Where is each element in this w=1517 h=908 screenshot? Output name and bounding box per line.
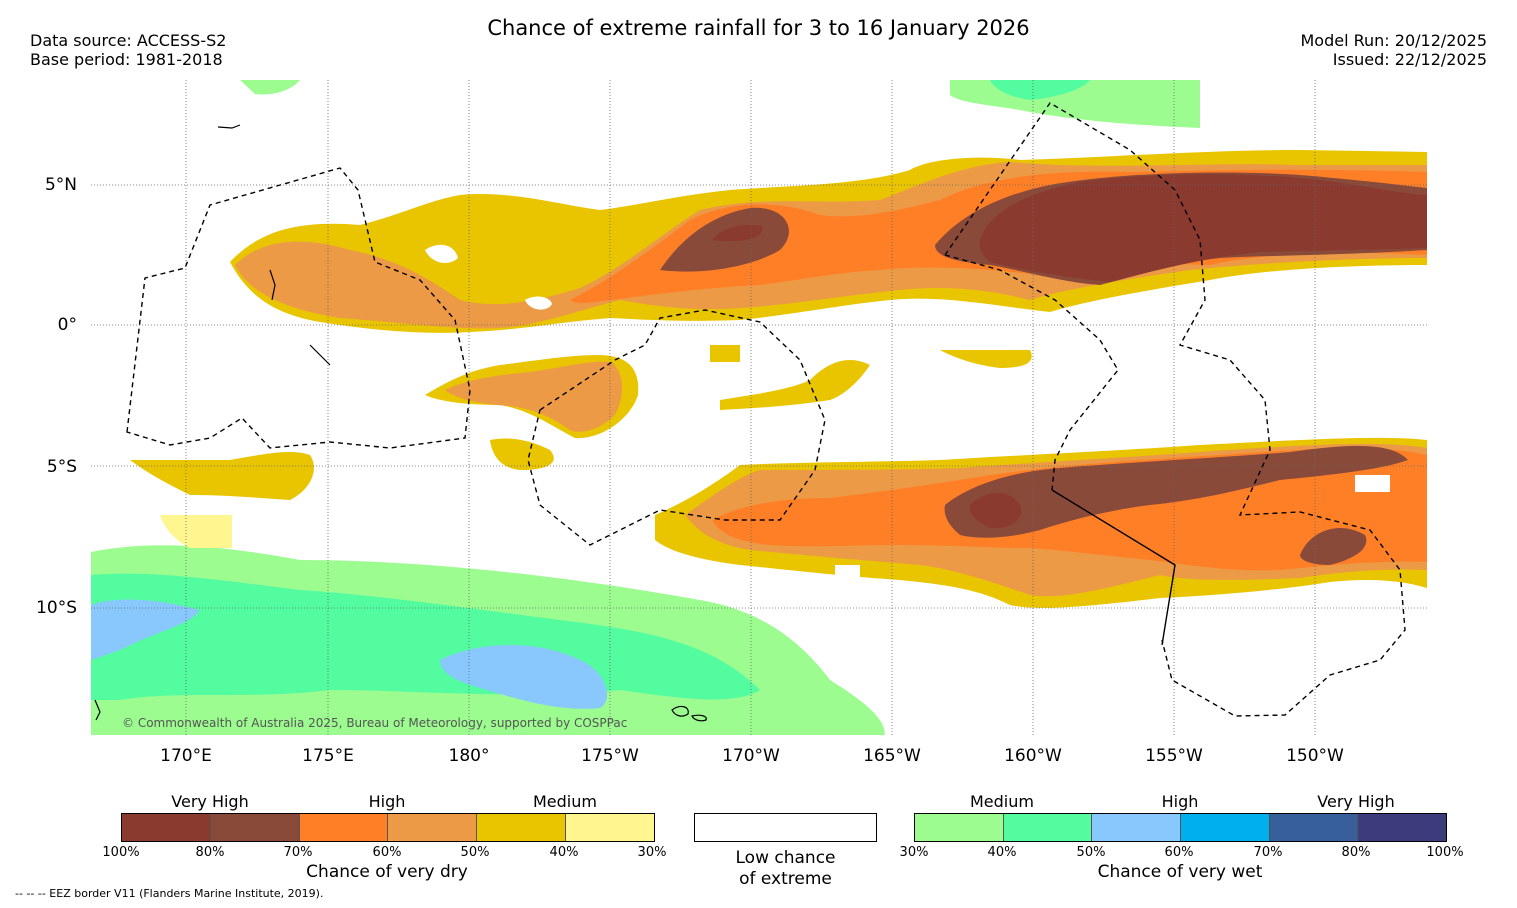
dry-70-south bbox=[944, 445, 1408, 565]
wet-swatch bbox=[1358, 814, 1447, 841]
wet-tick: 40% bbox=[987, 845, 1017, 860]
wet-swatch bbox=[1092, 814, 1182, 841]
lon-label: 175°E bbox=[302, 746, 354, 766]
dry-tick: 60% bbox=[372, 845, 402, 860]
issued-text: Issued: 22/12/2025 bbox=[1332, 50, 1487, 69]
wet-swatch bbox=[1181, 814, 1270, 841]
wet-tick: 80% bbox=[1341, 845, 1371, 860]
dry-80-south bbox=[969, 492, 1021, 529]
dry-40-east-mid bbox=[720, 360, 870, 410]
model-run-text: Model Run: 20/12/2025 bbox=[1300, 31, 1488, 50]
lon-label: 160°W bbox=[1004, 746, 1062, 766]
graticule bbox=[91, 80, 1427, 735]
hole-4 bbox=[835, 565, 860, 578]
dry-swatch bbox=[477, 814, 567, 841]
copyright-credit: © Commonwealth of Australia 2025, Bureau… bbox=[122, 716, 628, 730]
dry-swatch bbox=[122, 814, 211, 841]
wet-legend-title: Chance of very wet bbox=[1097, 862, 1263, 882]
dry-40-east-mid2 bbox=[490, 438, 554, 470]
hole-3 bbox=[1355, 475, 1390, 492]
wet-tick: 60% bbox=[1164, 845, 1194, 860]
dry-50-mid bbox=[445, 361, 623, 432]
lon-label: 165°W bbox=[863, 746, 921, 766]
dry-legend-heading: Medium bbox=[533, 792, 597, 811]
wet-medium-top-small bbox=[240, 80, 300, 95]
dry-legend-heading: High bbox=[368, 792, 406, 811]
wet-tick: 50% bbox=[1076, 845, 1106, 860]
lon-label: 175°W bbox=[581, 746, 639, 766]
wet-40-top bbox=[990, 80, 1090, 100]
lon-label: 155°W bbox=[1145, 746, 1203, 766]
dry-tick: 30% bbox=[637, 845, 667, 860]
dry-swatch bbox=[388, 814, 478, 841]
wet-legend-heading: Very High bbox=[1317, 792, 1395, 811]
wet-legend-heading: Medium bbox=[970, 792, 1034, 811]
wet-tick: 30% bbox=[899, 845, 929, 860]
dry-legend-title: Chance of very dry bbox=[306, 862, 468, 882]
dry-swatch bbox=[299, 814, 389, 841]
wet-50-area-2 bbox=[440, 645, 608, 709]
wet-swatch bbox=[915, 814, 1004, 841]
low-chance-swatch bbox=[694, 813, 877, 842]
dry-tick: 50% bbox=[460, 845, 490, 860]
dry-40-west bbox=[130, 452, 314, 500]
dry-color-bar bbox=[121, 813, 655, 842]
maritime-line bbox=[1051, 489, 1176, 646]
lat-label-5n: 5°N bbox=[44, 175, 77, 195]
wet-swatch bbox=[1269, 814, 1359, 841]
dry-80-north bbox=[979, 174, 1427, 282]
wet-color-bar bbox=[914, 813, 1447, 842]
data-source-text: Data source: ACCESS-S2 bbox=[30, 31, 227, 50]
eez-borders bbox=[126, 102, 1406, 717]
lon-label: 150°W bbox=[1286, 746, 1344, 766]
lat-label-0: 0° bbox=[57, 315, 77, 335]
base-period-text: Base period: 1981-2018 bbox=[30, 50, 223, 69]
dry-30-west bbox=[160, 515, 232, 548]
dry-tick: 40% bbox=[549, 845, 579, 860]
dry-40-mid3 bbox=[710, 345, 740, 362]
dry-legend-heading: Very High bbox=[171, 792, 249, 811]
lon-label: 170°W bbox=[722, 746, 780, 766]
eez-source-note: -- -- -- EEZ border V11 (Flanders Marine… bbox=[15, 887, 324, 900]
islands bbox=[94, 124, 707, 722]
hole-1 bbox=[525, 296, 552, 310]
wet-tick: 70% bbox=[1253, 845, 1283, 860]
dry-tick: 70% bbox=[283, 845, 313, 860]
lon-label: 170°E bbox=[160, 746, 212, 766]
dry-tick: 100% bbox=[102, 845, 140, 860]
dry-tick: 80% bbox=[195, 845, 225, 860]
dry-40-east-small bbox=[940, 350, 1032, 368]
wet-swatch bbox=[1003, 814, 1093, 841]
wet-legend-heading: High bbox=[1161, 792, 1199, 811]
low-chance-label-line1: Low chance bbox=[735, 848, 836, 868]
lat-label-10s: 10°S bbox=[36, 598, 77, 618]
wet-50-area bbox=[91, 599, 200, 660]
lat-label-5s: 5°S bbox=[46, 457, 77, 477]
dry-swatch bbox=[566, 814, 654, 841]
dry-80-north-2 bbox=[712, 224, 763, 242]
hole-2 bbox=[425, 244, 458, 263]
map-title: Chance of extreme rainfall for 3 to 16 J… bbox=[487, 16, 1030, 40]
wet-tick: 100% bbox=[1426, 845, 1464, 860]
low-chance-label-line2: of extreme bbox=[739, 869, 832, 889]
dry-swatch bbox=[210, 814, 300, 841]
lon-label: 180° bbox=[448, 746, 490, 766]
